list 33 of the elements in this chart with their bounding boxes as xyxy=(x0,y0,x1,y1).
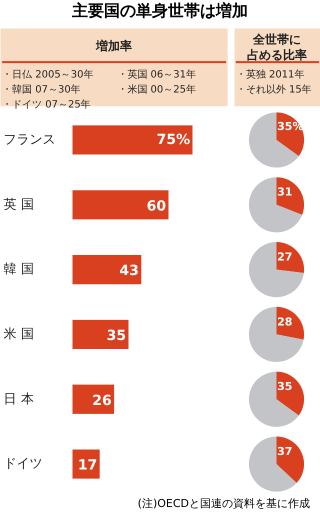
data-label: 37 xyxy=(277,444,292,458)
data-label: 43 xyxy=(119,263,139,280)
text: ・英独 2011年 xyxy=(236,68,304,81)
bar xyxy=(72,384,114,414)
text: (注)OECDと国連の資料を基に作成 xyxy=(138,496,310,512)
y-tick-label: 日 本 xyxy=(4,392,34,407)
y-tick-label: ドイツ xyxy=(4,456,43,472)
data-label: 31 xyxy=(277,186,292,199)
chart-subtitle: 増加率 xyxy=(95,38,132,53)
y-tick-label: 韓 国 xyxy=(4,262,34,278)
data-label: 35 xyxy=(277,380,292,394)
text: ・日仏 2005～30年 xyxy=(2,68,94,81)
chart-title: 主要国の単身世帯は増加 xyxy=(72,0,248,22)
data-label: 28 xyxy=(277,315,292,328)
bar xyxy=(72,320,128,350)
y-tick-label: 英 国 xyxy=(4,197,34,212)
bar xyxy=(72,255,142,284)
data-label: 75% xyxy=(156,132,190,148)
y-tick-label: 米 国 xyxy=(4,326,34,342)
chart-title: 全世帯に占める比率 xyxy=(247,32,308,62)
bar xyxy=(72,190,168,220)
data-label: 17 xyxy=(78,458,98,474)
y-tick-label: フランス xyxy=(4,132,56,148)
text: ・韓国 07～30年 xyxy=(2,84,81,96)
bar xyxy=(72,125,192,155)
annotation: ・ドイツ 07～25年 xyxy=(2,98,91,110)
data-label: 27 xyxy=(277,250,292,264)
text: ・米国 00～25年 xyxy=(117,84,196,96)
text: ・それ以外 15年 xyxy=(236,84,312,96)
data-label: 26 xyxy=(92,392,112,409)
data-label: 60 xyxy=(146,198,166,214)
data-label: 35 xyxy=(106,328,126,344)
text: ・英国 06～31年 xyxy=(117,68,196,81)
